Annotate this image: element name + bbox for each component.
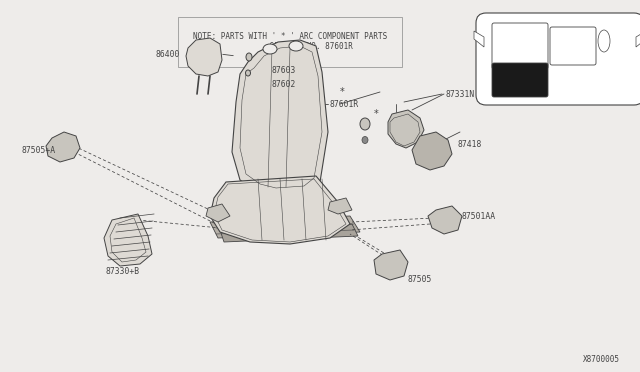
Polygon shape: [636, 31, 640, 47]
Polygon shape: [474, 31, 484, 47]
Text: *: *: [374, 109, 378, 119]
Text: 87505+A: 87505+A: [22, 145, 56, 154]
Text: *: *: [340, 87, 344, 97]
Polygon shape: [186, 38, 222, 76]
Ellipse shape: [598, 30, 610, 52]
Polygon shape: [210, 176, 350, 244]
Ellipse shape: [289, 41, 303, 51]
FancyBboxPatch shape: [492, 63, 548, 97]
FancyBboxPatch shape: [476, 13, 640, 105]
Polygon shape: [328, 198, 352, 214]
Text: 87330+B: 87330+B: [105, 267, 139, 276]
Polygon shape: [374, 250, 408, 280]
Polygon shape: [206, 204, 230, 222]
Text: 87331N: 87331N: [446, 90, 476, 99]
Polygon shape: [104, 214, 152, 266]
Text: 87602: 87602: [272, 80, 296, 89]
Text: 87418: 87418: [458, 140, 483, 148]
FancyBboxPatch shape: [550, 27, 596, 65]
Text: NOTE: PARTS WITH ' * ' ARC COMPONENT PARTS
         OF CODE NO. 87601R: NOTE: PARTS WITH ' * ' ARC COMPONENT PAR…: [193, 32, 387, 51]
Text: 87601R: 87601R: [330, 99, 359, 109]
Polygon shape: [210, 216, 360, 238]
Polygon shape: [232, 40, 328, 194]
Polygon shape: [428, 206, 462, 234]
Ellipse shape: [246, 70, 250, 76]
Ellipse shape: [263, 44, 277, 54]
Text: 87603: 87603: [272, 65, 296, 74]
Ellipse shape: [246, 53, 252, 61]
Polygon shape: [388, 110, 424, 148]
Polygon shape: [220, 224, 358, 242]
Ellipse shape: [362, 137, 368, 144]
Text: 87505: 87505: [408, 276, 433, 285]
Polygon shape: [46, 132, 80, 162]
Polygon shape: [412, 132, 452, 170]
FancyBboxPatch shape: [492, 23, 548, 69]
Text: 86400: 86400: [155, 49, 179, 58]
Text: X8700005: X8700005: [583, 356, 620, 365]
Ellipse shape: [360, 118, 370, 130]
Text: 87501AA: 87501AA: [462, 212, 496, 221]
